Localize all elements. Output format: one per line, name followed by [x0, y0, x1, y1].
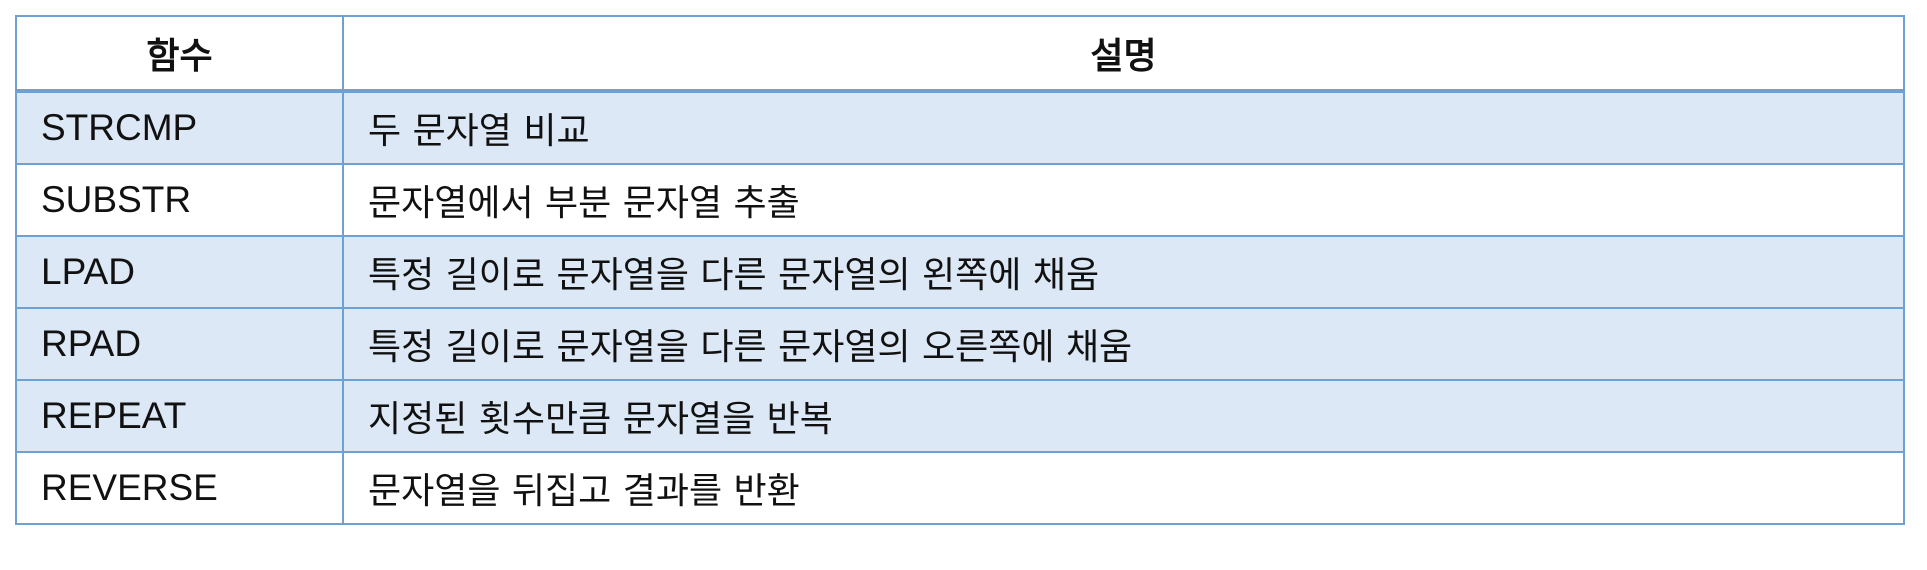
table-row: RPAD 특정 길이로 문자열을 다른 문자열의 오른쪽에 채움 — [15, 307, 1905, 381]
string-functions-table: 함수 설명 STRCMP 두 문자열 비교 SUBSTR 문자열에서 부분 문자… — [15, 15, 1905, 525]
table-row: SUBSTR 문자열에서 부분 문자열 추출 — [15, 163, 1905, 237]
description-cell: 두 문자열 비교 — [342, 90, 1905, 165]
function-name-cell: LPAD — [15, 235, 344, 309]
description-cell: 문자열에서 부분 문자열 추출 — [342, 163, 1905, 237]
table-header-row: 함수 설명 — [15, 15, 1905, 93]
header-description: 설명 — [342, 15, 1905, 93]
table-row: LPAD 특정 길이로 문자열을 다른 문자열의 왼쪽에 채움 — [15, 235, 1905, 309]
string-functions-table-container: 함수 설명 STRCMP 두 문자열 비교 SUBSTR 문자열에서 부분 문자… — [15, 15, 1905, 525]
description-cell: 특정 길이로 문자열을 다른 문자열의 오른쪽에 채움 — [342, 307, 1905, 381]
table-row: REVERSE 문자열을 뒤집고 결과를 반환 — [15, 451, 1905, 525]
description-cell: 문자열을 뒤집고 결과를 반환 — [342, 451, 1905, 525]
function-name-cell: RPAD — [15, 307, 344, 381]
description-cell: 특정 길이로 문자열을 다른 문자열의 왼쪽에 채움 — [342, 235, 1905, 309]
function-name-cell: STRCMP — [15, 90, 344, 165]
function-name-cell: REPEAT — [15, 379, 344, 453]
function-name-cell: REVERSE — [15, 451, 344, 525]
header-function: 함수 — [15, 15, 344, 93]
table-row: REPEAT 지정된 횟수만큼 문자열을 반복 — [15, 379, 1905, 453]
table-row: STRCMP 두 문자열 비교 — [15, 90, 1905, 165]
description-cell: 지정된 횟수만큼 문자열을 반복 — [342, 379, 1905, 453]
function-name-cell: SUBSTR — [15, 163, 344, 237]
